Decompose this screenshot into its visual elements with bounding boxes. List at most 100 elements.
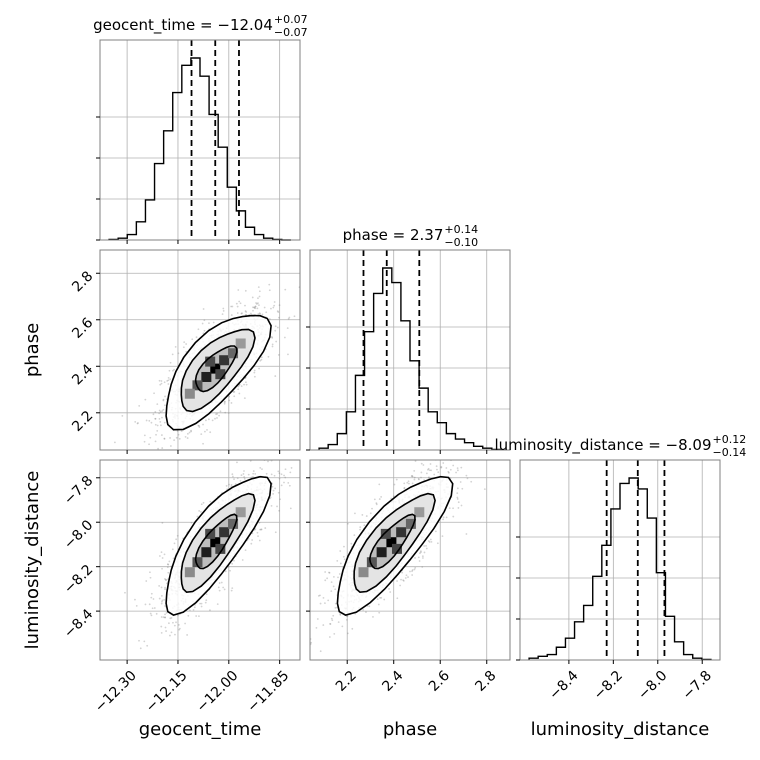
scatter-point bbox=[160, 551, 163, 554]
pair-content bbox=[124, 460, 293, 650]
scatter-point bbox=[418, 552, 421, 555]
scatter-point bbox=[224, 570, 227, 573]
scatter-point bbox=[427, 467, 430, 470]
scatter-point bbox=[456, 492, 459, 495]
scatter-point bbox=[421, 566, 424, 568]
scatter-point bbox=[163, 437, 166, 440]
scatter-point bbox=[414, 557, 416, 559]
scatter-point bbox=[287, 317, 290, 320]
scatter-point bbox=[411, 475, 414, 478]
title-lower: −0.10 bbox=[444, 236, 478, 249]
scatter-point bbox=[388, 587, 390, 590]
scatter-point bbox=[274, 325, 277, 328]
scatter-point bbox=[268, 318, 271, 320]
scatter-point bbox=[145, 580, 148, 582]
scatter-point bbox=[192, 608, 195, 611]
scatter-point bbox=[172, 557, 175, 560]
scatter-point bbox=[184, 435, 187, 438]
scatter-point bbox=[420, 462, 423, 465]
scatter-point bbox=[198, 424, 200, 427]
scatter-point bbox=[149, 612, 152, 615]
scatter-point bbox=[114, 441, 116, 444]
scatter-point bbox=[257, 302, 259, 305]
scatter-point bbox=[134, 420, 137, 423]
scatter-point bbox=[280, 484, 283, 487]
scatter-point bbox=[161, 557, 164, 559]
contour-line-3-sigma bbox=[336, 475, 454, 616]
scatter-point bbox=[272, 306, 275, 309]
scatter-point bbox=[160, 434, 163, 436]
scatter-point bbox=[331, 619, 334, 622]
scatter-point bbox=[265, 472, 268, 475]
scatter-point bbox=[164, 613, 166, 616]
scatter-point bbox=[230, 402, 233, 404]
scatter-point bbox=[233, 559, 235, 562]
scatter-point bbox=[231, 473, 234, 476]
scatter-point bbox=[160, 424, 162, 427]
density-bin bbox=[391, 543, 402, 554]
density-bin bbox=[210, 537, 221, 548]
scatter-point bbox=[414, 566, 417, 569]
scatter-point bbox=[373, 498, 376, 501]
scatter-point bbox=[375, 503, 378, 506]
scatter-point bbox=[169, 445, 172, 447]
scatter-point bbox=[413, 478, 416, 481]
scatter-point bbox=[244, 313, 247, 316]
panel-frame bbox=[99, 459, 301, 661]
density-bin bbox=[210, 363, 221, 374]
scatter-point bbox=[334, 602, 337, 605]
scatter-point bbox=[377, 603, 380, 606]
scatter-point bbox=[160, 616, 163, 618]
scatter-point bbox=[457, 507, 460, 509]
scatter-point bbox=[483, 488, 486, 491]
scatter-point bbox=[273, 474, 276, 477]
scatter-point bbox=[420, 551, 422, 554]
scatter-point bbox=[339, 550, 342, 552]
scatter-point bbox=[218, 589, 221, 592]
scatter-point bbox=[244, 289, 247, 292]
scatter-point bbox=[434, 530, 437, 533]
scatter-point bbox=[268, 289, 271, 292]
scatter-point bbox=[329, 623, 331, 625]
scatter-point bbox=[256, 307, 259, 310]
scatter-point bbox=[158, 555, 161, 557]
scatter-point bbox=[184, 622, 187, 625]
scatter-point bbox=[149, 571, 151, 574]
panel-frame bbox=[99, 39, 301, 241]
scatter-point bbox=[328, 571, 330, 574]
scatter-point bbox=[166, 379, 169, 382]
scatter-point bbox=[200, 511, 202, 513]
scatter-point bbox=[440, 465, 443, 468]
scatter-point bbox=[161, 600, 163, 603]
scatter-point bbox=[341, 625, 344, 628]
density-bin bbox=[396, 527, 407, 538]
scatter-point bbox=[161, 410, 164, 412]
scatter-point bbox=[459, 481, 462, 483]
scatter-point bbox=[435, 465, 438, 468]
density-bin bbox=[215, 369, 226, 380]
scatter-point bbox=[200, 605, 203, 608]
scatter-point bbox=[275, 340, 278, 343]
scatter-point bbox=[271, 336, 274, 339]
scatter-point bbox=[329, 623, 332, 625]
scatter-point bbox=[200, 433, 203, 436]
scatter-point bbox=[161, 567, 163, 570]
scatter-point bbox=[257, 286, 260, 289]
scatter-point bbox=[176, 430, 179, 432]
scatter-point bbox=[380, 496, 383, 498]
scatter-point bbox=[178, 627, 181, 630]
scatter-point bbox=[258, 304, 260, 307]
scatter-point bbox=[164, 578, 166, 580]
scatter-point bbox=[153, 607, 156, 609]
density-bin bbox=[215, 543, 226, 554]
scatter-point bbox=[169, 617, 172, 620]
scatter-point bbox=[265, 311, 268, 314]
scatter-point bbox=[166, 563, 169, 566]
scatter-point bbox=[195, 336, 198, 339]
scatter-point bbox=[165, 630, 167, 632]
scatter-point bbox=[456, 487, 459, 490]
histogram-line bbox=[528, 477, 712, 661]
scatter-point bbox=[287, 353, 289, 356]
scatter-point bbox=[150, 592, 153, 595]
density-bin bbox=[228, 348, 239, 359]
